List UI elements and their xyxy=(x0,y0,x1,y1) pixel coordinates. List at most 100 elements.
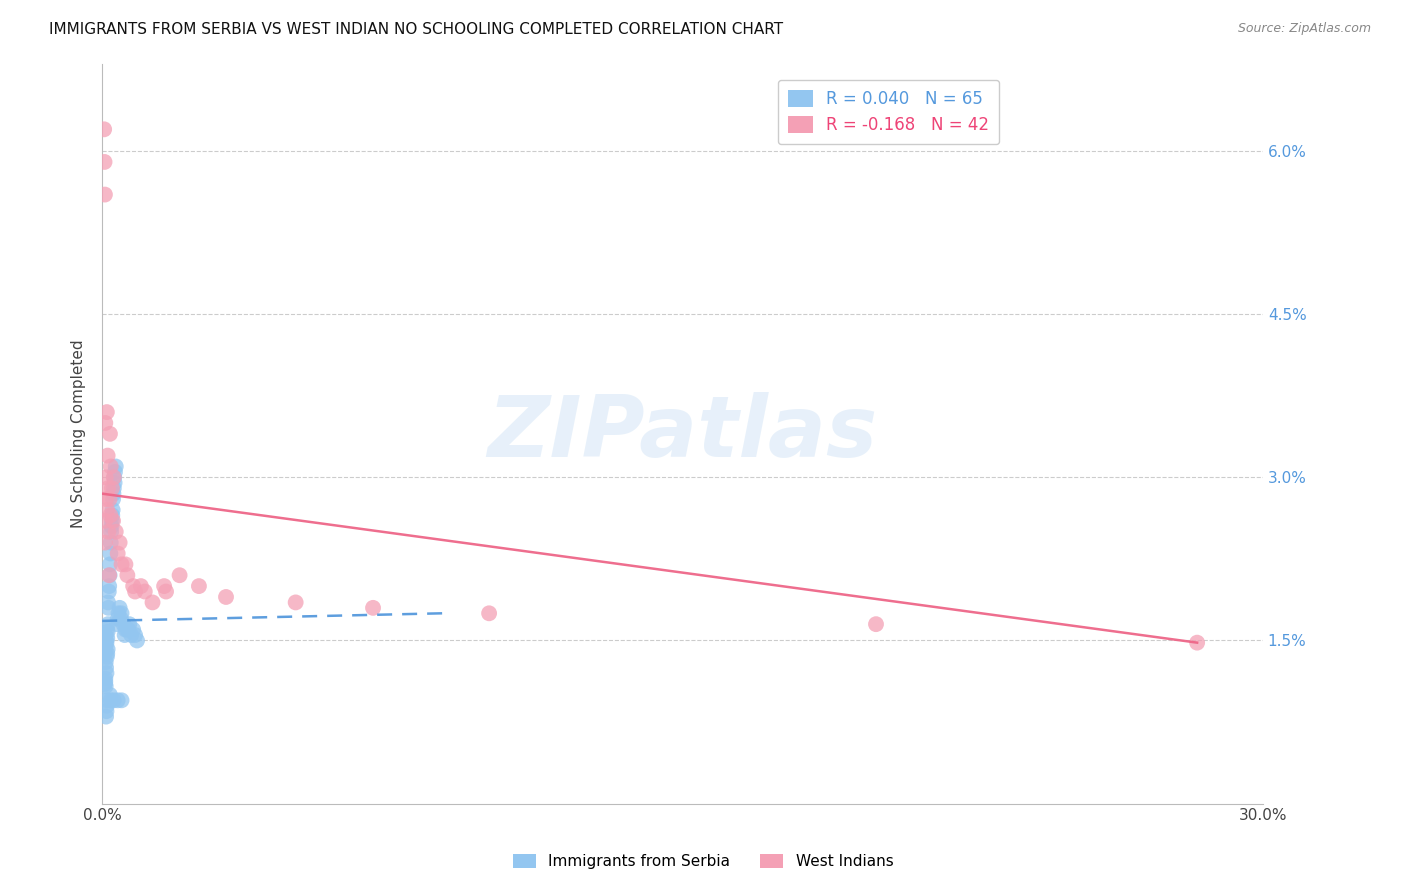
Point xyxy=(215,590,238,604)
Point xyxy=(94,187,117,202)
Point xyxy=(94,470,117,484)
Point xyxy=(101,514,124,528)
Point xyxy=(100,459,122,474)
Point xyxy=(96,666,118,681)
Point xyxy=(97,595,120,609)
Point xyxy=(141,595,163,609)
Point xyxy=(104,475,127,490)
Point xyxy=(97,600,120,615)
Text: ZIPatlas: ZIPatlas xyxy=(488,392,877,475)
Point xyxy=(94,416,117,430)
Point xyxy=(134,584,156,599)
Point xyxy=(124,584,146,599)
Point xyxy=(153,579,176,593)
Point xyxy=(103,486,125,500)
Point xyxy=(187,579,209,593)
Text: IMMIGRANTS FROM SERBIA VS WEST INDIAN NO SCHOOLING COMPLETED CORRELATION CHART: IMMIGRANTS FROM SERBIA VS WEST INDIAN NO… xyxy=(49,22,783,37)
Point xyxy=(114,558,136,572)
Point xyxy=(107,693,129,707)
Point xyxy=(104,465,127,479)
Point xyxy=(97,617,120,632)
Point xyxy=(94,672,117,686)
Point xyxy=(94,639,117,653)
Point xyxy=(284,595,307,609)
Point xyxy=(110,693,132,707)
Point xyxy=(94,674,117,689)
Point xyxy=(103,481,125,495)
Point xyxy=(1185,635,1208,649)
Text: Source: ZipAtlas.com: Source: ZipAtlas.com xyxy=(1237,22,1371,36)
Point xyxy=(98,688,121,702)
Point xyxy=(117,568,139,582)
Point xyxy=(96,698,118,713)
Point xyxy=(117,623,139,637)
Point xyxy=(94,535,117,549)
Point xyxy=(107,612,129,626)
Point xyxy=(122,579,145,593)
Point xyxy=(108,535,131,549)
Point xyxy=(98,558,121,572)
Point xyxy=(97,481,120,495)
Point xyxy=(103,470,125,484)
Point xyxy=(98,579,121,593)
Point xyxy=(98,546,121,560)
Point xyxy=(105,617,128,632)
Point xyxy=(93,647,115,661)
Point xyxy=(93,155,115,169)
Point xyxy=(96,405,118,419)
Point xyxy=(124,628,146,642)
Point xyxy=(100,524,122,539)
Point xyxy=(93,122,115,136)
Point xyxy=(110,612,132,626)
Point xyxy=(155,584,177,599)
Point xyxy=(117,623,139,637)
Point xyxy=(94,661,117,675)
Point xyxy=(101,492,124,507)
Point xyxy=(129,579,152,593)
Point xyxy=(101,503,124,517)
Point xyxy=(120,628,142,642)
Point xyxy=(94,514,117,528)
Point xyxy=(94,644,117,658)
Point xyxy=(865,617,887,632)
Point xyxy=(104,459,127,474)
Point xyxy=(94,492,117,507)
Point xyxy=(98,426,121,441)
Point xyxy=(98,508,121,523)
Point xyxy=(97,584,120,599)
Point xyxy=(94,709,117,723)
Point xyxy=(96,503,118,517)
Point xyxy=(169,568,191,582)
Point xyxy=(94,679,117,693)
Point xyxy=(114,623,136,637)
Point xyxy=(107,607,129,621)
Point xyxy=(107,546,129,560)
Point xyxy=(110,607,132,621)
Point xyxy=(110,558,132,572)
Point xyxy=(118,617,141,632)
Point xyxy=(96,693,118,707)
Point xyxy=(100,519,122,533)
Point xyxy=(122,623,145,637)
Point xyxy=(101,514,124,528)
Point xyxy=(96,635,118,649)
Point xyxy=(94,628,117,642)
Point xyxy=(96,649,118,664)
Point xyxy=(96,647,118,661)
Point xyxy=(114,628,136,642)
Point xyxy=(125,633,148,648)
Point xyxy=(478,607,501,621)
Point xyxy=(96,704,118,718)
Point xyxy=(94,677,117,691)
Point xyxy=(104,524,127,539)
Point xyxy=(96,632,118,646)
Point xyxy=(98,568,121,582)
Point xyxy=(100,535,122,549)
Point xyxy=(97,524,120,539)
Point xyxy=(98,568,121,582)
Point xyxy=(97,642,120,657)
Point xyxy=(108,600,131,615)
Point xyxy=(101,481,124,495)
Point xyxy=(103,693,125,707)
Point xyxy=(103,470,125,484)
